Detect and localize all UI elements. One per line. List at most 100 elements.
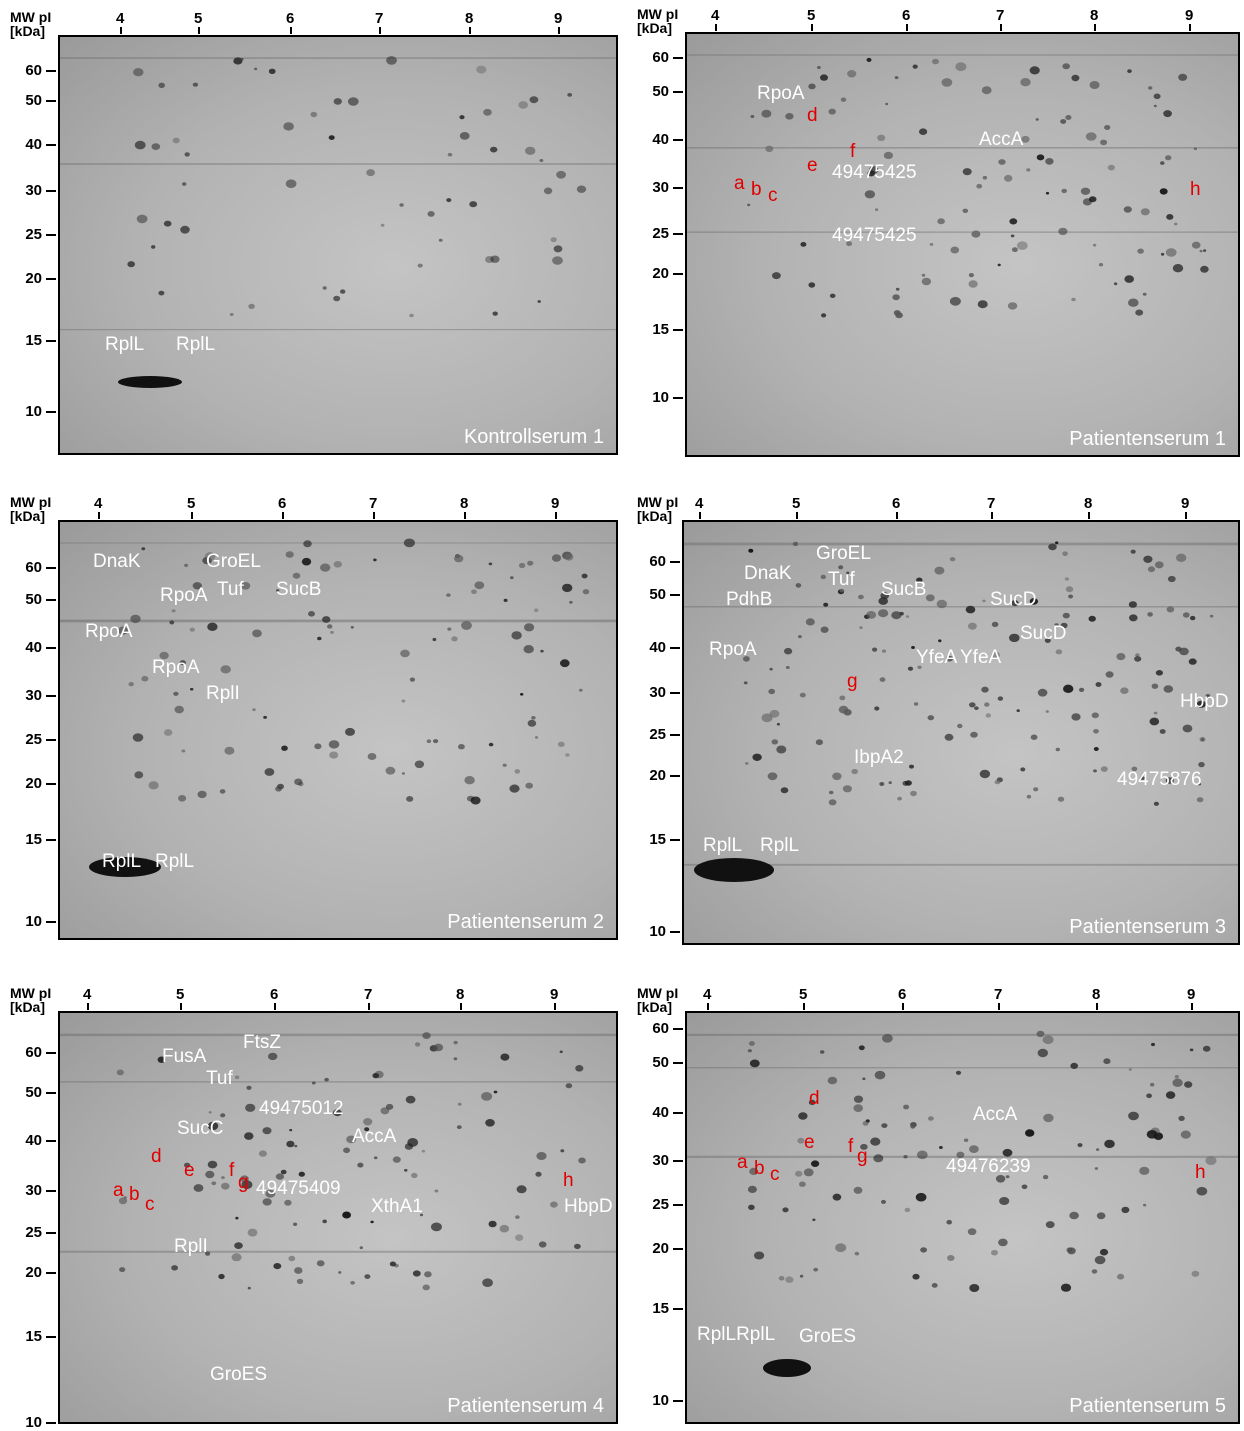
protein-spot bbox=[799, 1274, 804, 1278]
protein-spot bbox=[411, 1172, 418, 1179]
mw-label: MW bbox=[10, 9, 35, 25]
protein-spot bbox=[1165, 1091, 1176, 1099]
protein-spot bbox=[184, 563, 188, 567]
gel-streak bbox=[60, 1250, 616, 1253]
protein-spot bbox=[118, 626, 129, 635]
protein-spot bbox=[1021, 1184, 1028, 1190]
protein-spot bbox=[1016, 709, 1020, 712]
protein-label: AccA bbox=[973, 1104, 1018, 1125]
protein-spot bbox=[1068, 594, 1074, 599]
pi-tick-label: 9 bbox=[550, 986, 559, 1003]
gel-streak bbox=[687, 54, 1238, 56]
protein-spot bbox=[832, 772, 842, 781]
mw-tick-mark bbox=[46, 1272, 56, 1274]
mw-tick-mark bbox=[673, 1160, 683, 1162]
protein-spot bbox=[434, 1189, 439, 1193]
protein-spot bbox=[827, 1076, 838, 1085]
protein-spot bbox=[859, 626, 863, 629]
protein-spot bbox=[184, 152, 190, 157]
protein-spot bbox=[193, 1184, 204, 1192]
protein-spot bbox=[769, 709, 780, 718]
protein-spot bbox=[275, 1173, 284, 1180]
protein-spot bbox=[502, 763, 507, 767]
protein-spot bbox=[1120, 687, 1129, 694]
protein-spot bbox=[984, 702, 990, 707]
protein-spot bbox=[1009, 218, 1018, 225]
mw-tick-mark bbox=[673, 57, 683, 59]
protein-spot bbox=[800, 242, 807, 247]
protein-spot bbox=[894, 76, 899, 80]
mw-tick-label: 30 bbox=[25, 687, 42, 704]
protein-spot bbox=[1026, 168, 1031, 172]
mw-tick-mark bbox=[46, 599, 56, 601]
protein-spot bbox=[776, 745, 787, 754]
protein-spot bbox=[1029, 66, 1040, 75]
protein-spot bbox=[947, 1255, 955, 1261]
protein-spot bbox=[998, 159, 1006, 165]
protein-spot bbox=[346, 1135, 356, 1144]
protein-spot bbox=[1037, 1048, 1048, 1058]
protein-spot bbox=[1201, 738, 1205, 741]
protein-spot bbox=[893, 310, 901, 316]
protein-spot bbox=[1054, 623, 1059, 627]
protein-spot bbox=[293, 1222, 298, 1226]
protein-spot bbox=[1123, 206, 1132, 213]
protein-spot bbox=[159, 651, 169, 660]
protein-label: 49475012 bbox=[259, 1098, 344, 1119]
protein-label: DnaK bbox=[93, 551, 141, 572]
gel-spots bbox=[60, 56, 616, 388]
protein-spot bbox=[322, 286, 327, 290]
protein-spot bbox=[977, 300, 988, 309]
mw-tick-label: 25 bbox=[25, 1224, 42, 1241]
protein-spot bbox=[322, 1219, 328, 1224]
mw-tick-mark bbox=[670, 839, 680, 841]
protein-spot bbox=[576, 185, 587, 193]
protein-spot bbox=[481, 1092, 493, 1101]
protein-spot bbox=[820, 1050, 825, 1054]
pi-tick-label: 7 bbox=[996, 7, 1005, 24]
pi-tick-mark bbox=[715, 24, 717, 31]
protein-spot bbox=[767, 772, 778, 781]
pi-label: pI bbox=[661, 6, 679, 22]
protein-spot bbox=[917, 665, 922, 669]
protein-spot bbox=[928, 1116, 934, 1121]
protein-spot bbox=[1026, 794, 1032, 799]
protein-spot bbox=[560, 659, 570, 668]
protein-spot bbox=[888, 781, 892, 784]
pi-tick-mark bbox=[1096, 1003, 1098, 1010]
protein-spot bbox=[1093, 729, 1099, 734]
protein-spot bbox=[273, 1263, 282, 1270]
axis-header: MW pI [kDa] bbox=[10, 986, 51, 1014]
protein-spot bbox=[311, 1081, 316, 1085]
protein-spot bbox=[296, 1278, 304, 1284]
spot-letter-label: d bbox=[151, 1146, 162, 1167]
protein-spot bbox=[768, 688, 776, 695]
protein-spot bbox=[853, 1186, 863, 1194]
protein-label: 49475409 bbox=[256, 1178, 341, 1199]
protein-spot bbox=[1092, 712, 1098, 718]
protein-spot bbox=[799, 692, 806, 698]
protein-spot bbox=[280, 1169, 287, 1175]
protein-spot bbox=[245, 1103, 256, 1112]
mw-tick-label: 15 bbox=[25, 332, 42, 349]
protein-spot bbox=[404, 1168, 408, 1172]
pi-tick-mark bbox=[998, 1003, 1000, 1010]
protein-spot bbox=[1146, 1093, 1152, 1099]
protein-spot bbox=[1094, 1167, 1099, 1170]
protein-spot bbox=[795, 583, 802, 588]
mw-tick-label: 15 bbox=[652, 1300, 669, 1317]
protein-spot bbox=[1100, 766, 1108, 772]
protein-spot bbox=[782, 1207, 789, 1213]
protein-spot bbox=[1137, 248, 1144, 254]
protein-spot bbox=[459, 115, 465, 120]
protein-spot bbox=[1153, 801, 1159, 806]
protein-spot bbox=[1193, 147, 1197, 150]
protein-spot bbox=[535, 1171, 542, 1177]
protein-spot bbox=[409, 677, 415, 682]
protein-spot bbox=[749, 1167, 759, 1175]
unit-label: [kDa] bbox=[10, 999, 46, 1015]
protein-spot bbox=[333, 98, 342, 105]
protein-spot bbox=[234, 1075, 240, 1080]
protein-spot bbox=[116, 1069, 124, 1076]
protein-label: 49475425 bbox=[832, 225, 917, 246]
